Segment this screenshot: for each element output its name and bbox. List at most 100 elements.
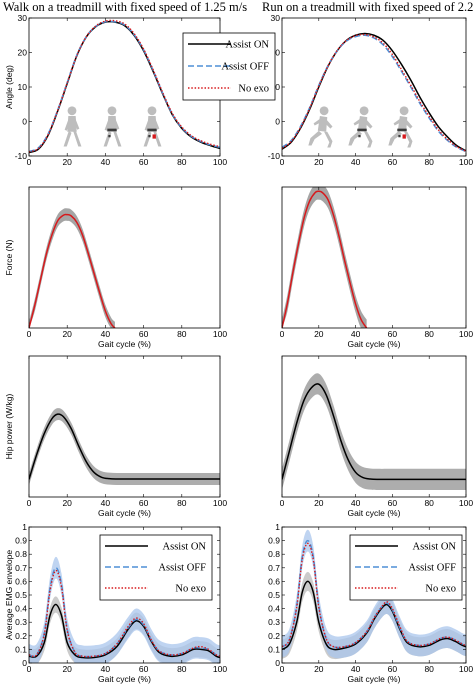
run-power-chart: 0 20 40 60 80 100 Gait cycle (%) xyxy=(280,355,473,518)
plot-frame xyxy=(28,355,221,498)
exo-waist-belt xyxy=(357,128,367,132)
x-tick-label: 100 xyxy=(213,664,227,674)
x-tick-label: 60 xyxy=(139,498,149,508)
y-tick-label: 0.3 xyxy=(15,617,27,627)
y-tick-label: -10 xyxy=(15,151,28,161)
x-tick-label: 100 xyxy=(459,498,473,508)
x-tick-label: 0 xyxy=(27,498,32,508)
x-tick-label: 80 xyxy=(177,664,187,674)
walking-exo-figure-icon xyxy=(103,106,122,147)
series-line-assist-off xyxy=(282,539,466,649)
x-tick-label: 100 xyxy=(213,157,227,167)
series-line-assist-on xyxy=(29,603,220,659)
legend-label-assist-on: Assist ON xyxy=(226,40,270,51)
y-tick-label: 0.9 xyxy=(15,536,27,546)
exo-waist-belt xyxy=(147,128,157,132)
plot-layer xyxy=(282,529,466,660)
walk-column-title: Walk on a treadmill with fixed speed of … xyxy=(3,0,248,14)
run-force-chart: 0 20 40 60 80 100 Gait cycle (%) xyxy=(280,186,473,349)
x-tick-label: 80 xyxy=(424,329,434,339)
exo-thigh-strap xyxy=(358,134,361,138)
y-tick-label: 30 xyxy=(271,13,281,23)
sd-band-assist-off xyxy=(29,556,220,663)
y-axis-label: Hip power (W/kg) xyxy=(4,394,14,460)
plot-area xyxy=(282,18,466,156)
x-tick-label: 0 xyxy=(27,664,32,674)
exo-actuator xyxy=(402,134,406,139)
legend-label-assist-on: Assist ON xyxy=(163,542,207,553)
y-axis-label: Angle (deg) xyxy=(4,65,14,109)
y-tick-label: 0.8 xyxy=(268,549,280,559)
x-tick-label: 0 xyxy=(280,157,285,167)
x-tick-label: 100 xyxy=(459,664,473,674)
plot-layer xyxy=(282,32,466,153)
exo-thigh-strap xyxy=(108,134,111,138)
y-tick-label: 1 xyxy=(22,522,27,532)
y-tick-label: 0.4 xyxy=(268,604,280,614)
y-tick-label: 0.1 xyxy=(268,644,280,654)
series-line-no-exo xyxy=(282,542,466,649)
y-tick-label: 0 xyxy=(22,117,27,127)
walk-power-chart: 0 20 40 60 80 100 Gait cycle (%) Hip power (W/k… xyxy=(4,355,227,518)
x-tick-label: 80 xyxy=(424,157,434,167)
running-exo-active-figure-icon xyxy=(388,106,413,148)
x-tick-label: 80 xyxy=(424,664,434,674)
x-axis-label: Gait cycle (%) xyxy=(348,508,401,518)
legend-label-assist-off: Assist OFF xyxy=(221,62,269,73)
series-line-assist-off xyxy=(29,20,220,153)
x-tick-label: 60 xyxy=(388,664,398,674)
x-tick-label: 100 xyxy=(459,329,473,339)
series-line-mean xyxy=(29,413,220,480)
plot-frame xyxy=(281,186,467,329)
x-tick-label: 60 xyxy=(139,664,149,674)
x-tick-label: 40 xyxy=(351,664,361,674)
x-tick-label: 80 xyxy=(424,498,434,508)
exo-actuator xyxy=(152,134,156,139)
x-tick-label: 100 xyxy=(213,329,227,339)
walking-exo-active-figure-icon xyxy=(143,106,162,147)
walk-emg-legend: Assist ON Assist OFF No exo xyxy=(99,534,213,601)
y-tick-label: 0 xyxy=(275,117,280,127)
x-tick-label: 20 xyxy=(62,664,72,674)
x-tick-label: 0 xyxy=(27,329,32,339)
x-tick-label: 40 xyxy=(351,329,361,339)
x-tick-label: 60 xyxy=(139,157,149,167)
x-tick-label: 20 xyxy=(62,157,72,167)
x-tick-label: 40 xyxy=(101,498,111,508)
exo-waist-belt xyxy=(397,128,407,132)
x-tick-label: 0 xyxy=(27,157,32,167)
legend-label-no-exo: No exo xyxy=(238,84,269,95)
x-tick-label: 0 xyxy=(280,664,285,674)
plot-frame xyxy=(281,355,467,498)
y-tick-label: 20 xyxy=(18,48,28,58)
y-tick-label: 0.5 xyxy=(15,590,27,600)
y-tick-label: 0.6 xyxy=(268,576,280,586)
x-tick-label: 20 xyxy=(314,157,324,167)
y-tick-label: 0.3 xyxy=(268,617,280,627)
y-tick-label: 0.7 xyxy=(268,563,280,573)
y-tick-label: 0.5 xyxy=(268,590,280,600)
x-tick-label: 100 xyxy=(213,498,227,508)
plot-layer xyxy=(29,19,220,154)
sd-band-series xyxy=(29,408,220,486)
x-tick-label: 60 xyxy=(388,329,398,339)
run-column-title: Run on a treadmill with fixed speed of 2… xyxy=(262,0,474,14)
y-tick-label: 1 xyxy=(275,522,280,532)
exo-thigh-strap xyxy=(398,134,401,138)
exo-thigh-strap xyxy=(148,134,151,138)
legend-label-assist-off: Assist OFF xyxy=(158,563,206,574)
x-tick-label: 40 xyxy=(101,329,111,339)
y-tick-label: 0.2 xyxy=(15,631,27,641)
x-tick-label: 60 xyxy=(139,329,149,339)
x-axis-label: Gait cycle (%) xyxy=(98,674,151,684)
series-line-no-exo xyxy=(29,569,220,658)
plot-layer xyxy=(29,556,220,663)
x-tick-label: 80 xyxy=(177,498,187,508)
plot-layer xyxy=(282,373,466,490)
x-axis-label: Gait cycle (%) xyxy=(98,508,151,518)
y-tick-label: 0.4 xyxy=(15,604,27,614)
legend-label-no-exo: No exo xyxy=(425,584,456,595)
y-tick-label: 30 xyxy=(18,13,28,23)
x-tick-label: 40 xyxy=(351,498,361,508)
